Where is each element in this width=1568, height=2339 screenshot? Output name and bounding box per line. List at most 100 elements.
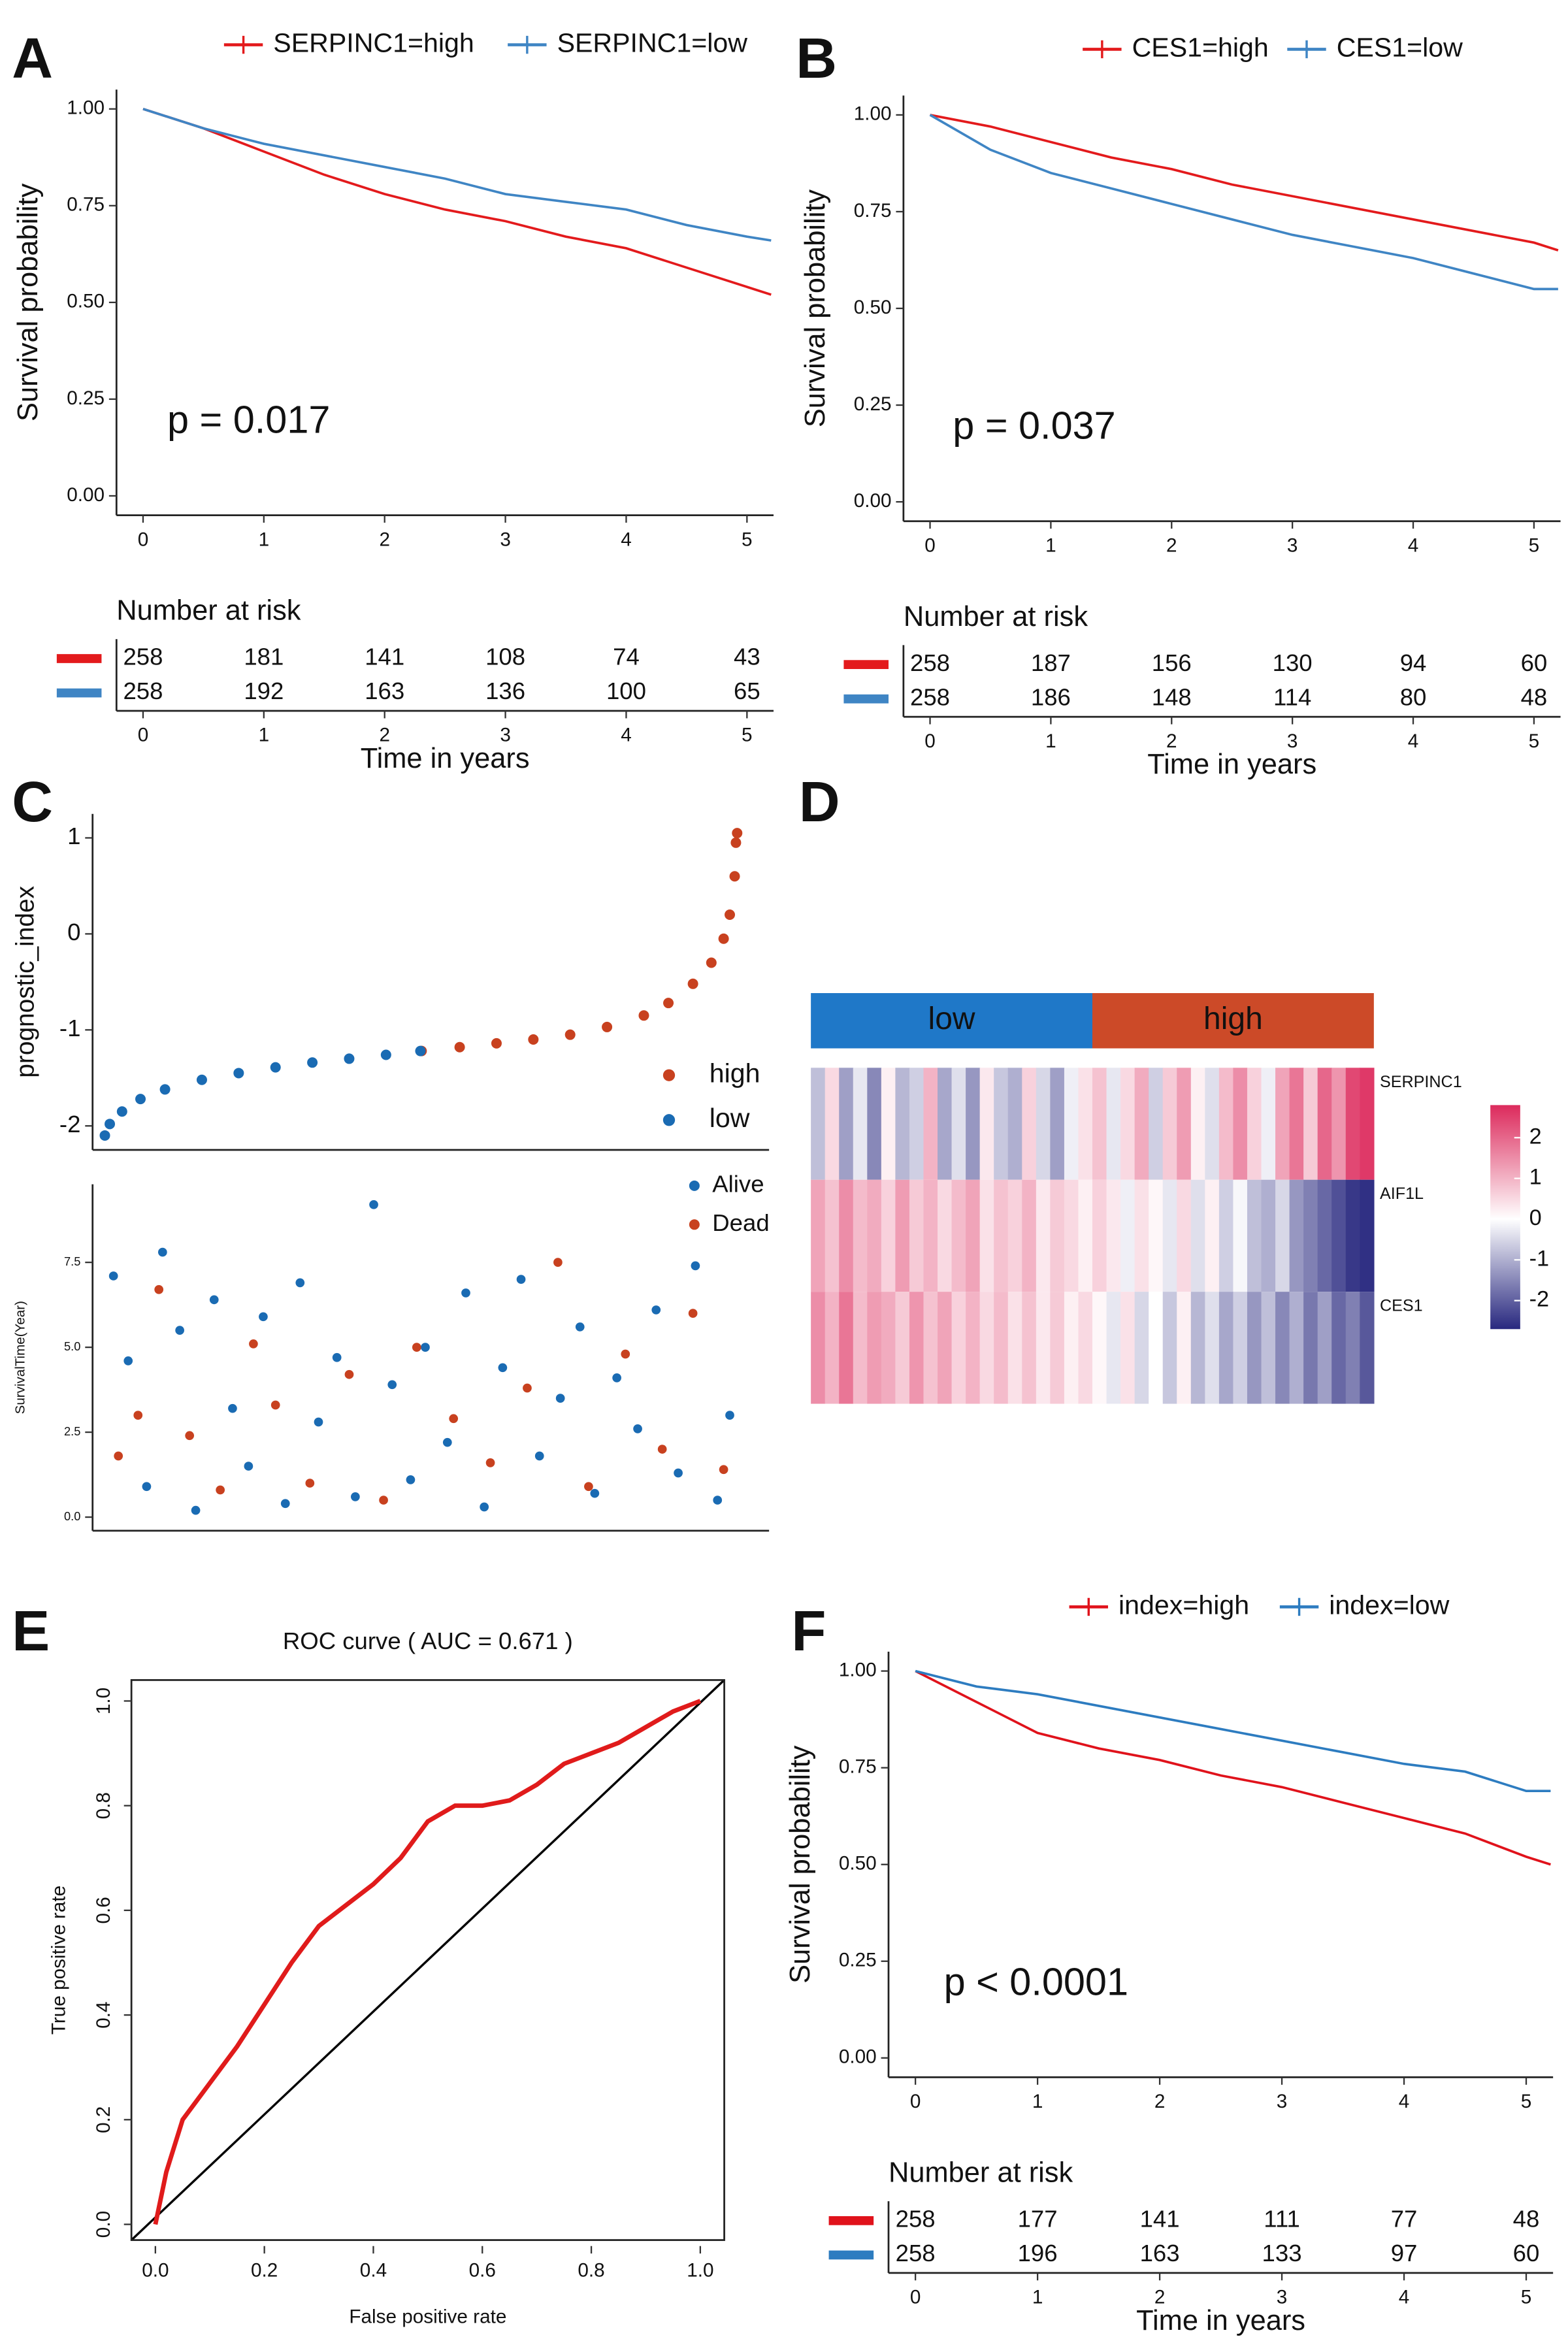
heat-cell	[1218, 1179, 1234, 1292]
point	[454, 1041, 465, 1053]
legend-label: SERPINC1=low	[557, 27, 748, 57]
heat-cell	[1106, 1179, 1121, 1292]
heat-cell	[1064, 1068, 1079, 1180]
risk-row-key	[843, 694, 889, 704]
point	[564, 1029, 576, 1040]
heat-cell	[853, 1292, 868, 1404]
risk-count: 48	[1513, 2206, 1540, 2233]
group-label: high	[1203, 1002, 1263, 1036]
heat-cell	[994, 1292, 1009, 1404]
heat-cell	[1177, 1179, 1192, 1292]
y-tick-label: 0.75	[839, 1756, 877, 1778]
heat-cell	[1092, 1292, 1107, 1404]
y-axis-title: SurvivalTime(Year)	[12, 1301, 27, 1414]
point	[270, 1400, 280, 1410]
y-axis-title: True positive rate	[48, 1886, 69, 2035]
risk-count: 133	[1262, 2240, 1302, 2266]
x-tick-label: 3	[1277, 2287, 1288, 2308]
curve	[915, 1669, 1551, 1866]
risk-count: 60	[1513, 2240, 1540, 2266]
x-tick-label: 4	[1408, 730, 1419, 752]
heat-cell	[938, 1292, 953, 1404]
x-axis-title: Time in years	[1136, 2305, 1305, 2336]
risk-count: 65	[734, 678, 760, 704]
risk-count: 114	[1273, 683, 1311, 710]
heat-cell	[881, 1068, 896, 1180]
legend-label: high	[710, 1058, 760, 1088]
heat-cell	[1303, 1068, 1318, 1180]
x-tick-label: 5	[1521, 2287, 1532, 2308]
heat-cell	[1022, 1179, 1037, 1292]
colorbar-label: 1	[1529, 1165, 1542, 1190]
heat-cell	[1275, 1179, 1290, 1292]
point	[612, 1373, 621, 1382]
heat-cell	[966, 1292, 981, 1404]
heat-cell	[1078, 1292, 1093, 1404]
y-tick-label: 1.00	[67, 97, 105, 119]
x-tick-label: 0	[910, 2287, 921, 2308]
risk-count: 192	[244, 678, 284, 704]
point	[590, 1488, 600, 1498]
heat-cell	[1360, 1068, 1375, 1180]
point	[159, 1084, 171, 1095]
heat-cell	[839, 1292, 854, 1404]
point	[380, 1049, 391, 1060]
point	[523, 1383, 532, 1393]
point	[216, 1485, 225, 1495]
y-tick-label: 0.50	[839, 1853, 877, 1874]
point	[725, 909, 736, 920]
x-axis-title: Time in years	[361, 743, 530, 774]
x-tick-label: 1	[1045, 534, 1056, 556]
point	[412, 1343, 421, 1352]
heat-cell	[1149, 1292, 1164, 1404]
legend-swatch	[662, 1114, 676, 1126]
risk-count: 156	[1152, 649, 1192, 676]
y-tick-label: 1.00	[839, 1659, 877, 1680]
x-tick-label: 0.4	[360, 2259, 387, 2281]
point	[729, 871, 740, 882]
legend-label: CES1=low	[1337, 32, 1463, 62]
heat-cell	[994, 1179, 1009, 1292]
heat-cell	[839, 1179, 854, 1292]
point	[575, 1322, 585, 1332]
heat-cell	[853, 1068, 868, 1180]
y-tick-label: 0.50	[67, 291, 105, 312]
heat-cell	[1064, 1292, 1079, 1404]
point	[491, 1038, 502, 1049]
heat-cell	[1078, 1179, 1093, 1292]
heat-cell	[1289, 1068, 1304, 1180]
risk-count: 187	[1031, 649, 1071, 676]
group-bar	[1092, 993, 1374, 1049]
y-axis-title: Survival probability	[800, 189, 831, 428]
x-tick-label: 0.2	[251, 2259, 278, 2281]
group-bar	[811, 993, 1092, 1049]
x-tick-label: 5	[742, 529, 753, 550]
x-tick-label: 4	[621, 725, 632, 746]
y-tick-label: 0.2	[93, 2106, 114, 2133]
point	[674, 1468, 683, 1478]
heat-cell	[1205, 1179, 1220, 1292]
point	[706, 957, 717, 968]
risk-count: 141	[365, 644, 404, 670]
x-tick-label: 5	[1529, 534, 1540, 556]
heat-cell	[1092, 1068, 1107, 1180]
point	[516, 1275, 526, 1284]
heat-cell	[966, 1179, 981, 1292]
point	[421, 1343, 430, 1352]
x-tick-label: 0	[138, 725, 149, 746]
legend-label: Alive	[712, 1171, 764, 1198]
risk-count: 97	[1391, 2240, 1418, 2266]
heat-cell	[979, 1179, 994, 1292]
heat-cell	[1205, 1068, 1220, 1180]
y-tick-label: 7.5	[64, 1254, 80, 1268]
risk-table-title: Number at risk	[889, 2157, 1073, 2188]
heat-cell	[1177, 1068, 1192, 1180]
x-tick-label: 2	[1166, 730, 1177, 752]
risk-count: 258	[896, 2206, 936, 2233]
point	[332, 1352, 342, 1362]
point	[157, 1247, 167, 1257]
risk-count: 74	[613, 644, 640, 670]
panel-label: C	[12, 770, 53, 834]
risk-count: 196	[1018, 2240, 1058, 2266]
